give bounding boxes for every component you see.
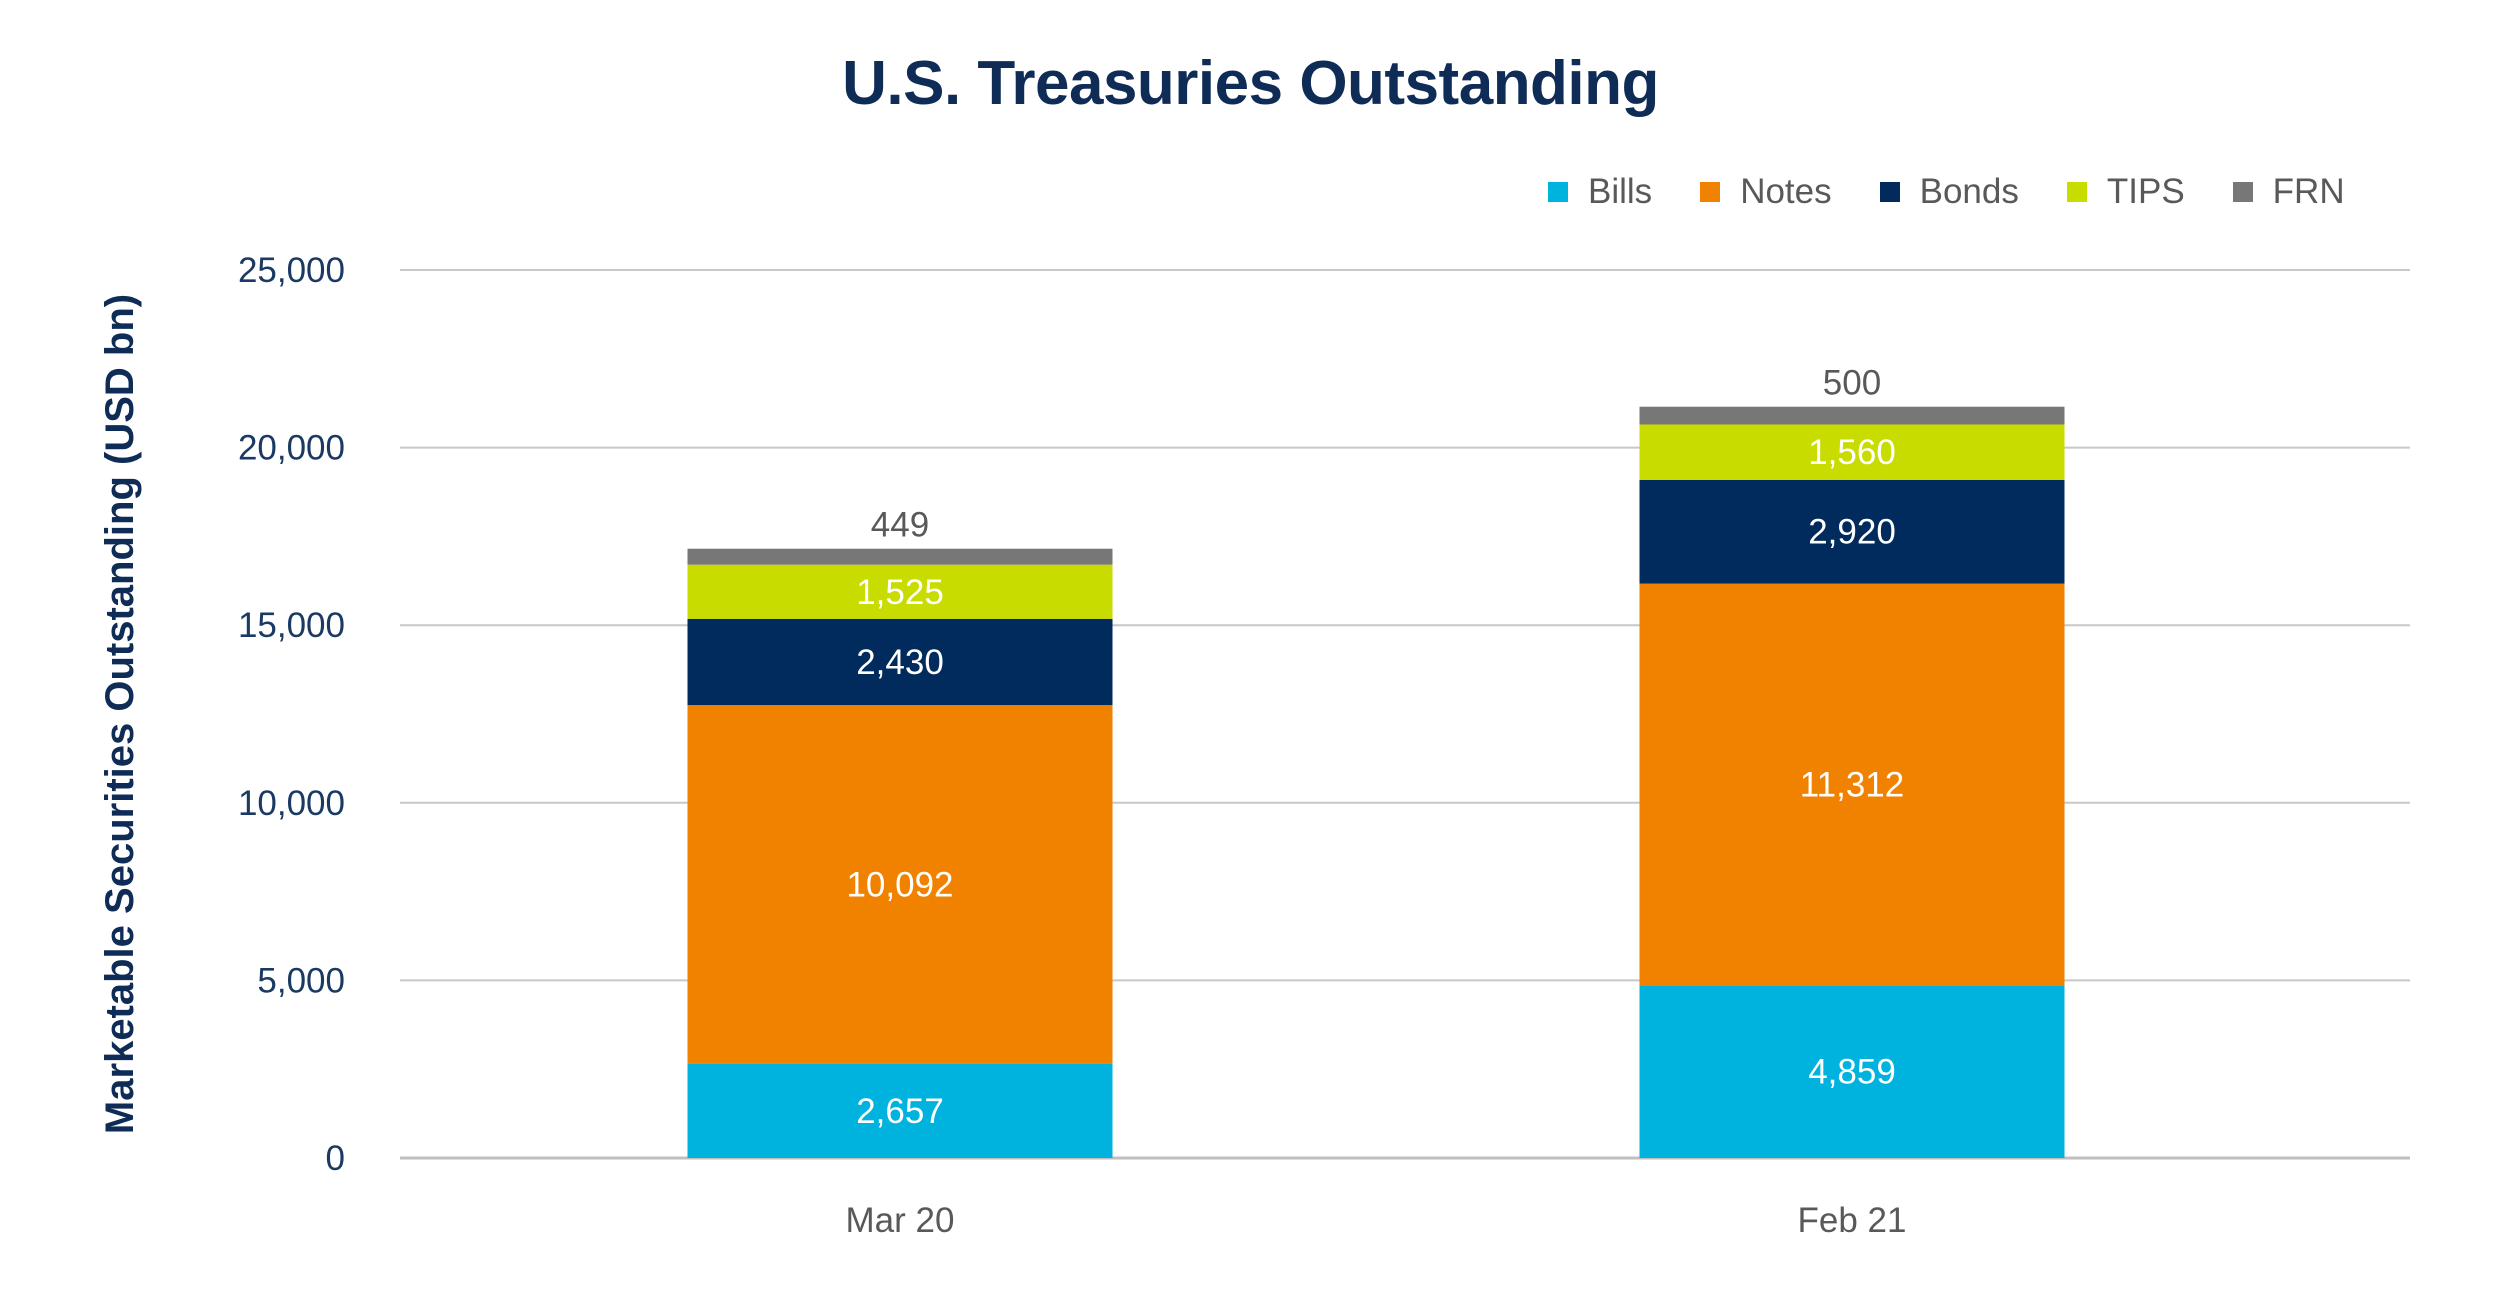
data-label: 2,657 [856, 1092, 944, 1131]
legend-swatch [2232, 182, 2253, 202]
chart-title: U.S. Treasuries Outstanding [842, 49, 1659, 118]
data-label: 1,525 [856, 573, 944, 612]
data-label: 449 [871, 506, 929, 545]
bar-segment-notes [687, 705, 1113, 1064]
bar-segment-bonds [1639, 479, 2065, 584]
legend-label: Bills [1588, 172, 1653, 211]
data-label: 2,430 [856, 643, 944, 682]
y-axis-label: Marketable Securities Outstanding (USD b… [98, 294, 142, 1134]
y-tick-label: 10,000 [238, 784, 345, 823]
bar-segment-bills [687, 1063, 1113, 1158]
legend-label: Bonds [1919, 172, 2019, 211]
legend-swatch [2066, 182, 2087, 202]
legend-swatch [1700, 182, 1721, 202]
legend-item-bills: Bills [1548, 172, 1652, 212]
y-tick-label: 20,000 [238, 429, 345, 468]
legend-item-bonds: Bonds [1879, 172, 2019, 212]
y-tick-label: 0 [326, 1139, 345, 1178]
bar-segment-bonds [687, 618, 1113, 706]
legend-swatch [1879, 182, 1900, 202]
bar-segment-frn [687, 548, 1113, 565]
bar-segment-notes [1639, 583, 2065, 986]
y-tick-label: 25,000 [238, 251, 345, 290]
data-label: 500 [1823, 364, 1881, 403]
legend-label: Notes [1740, 172, 1832, 211]
x-tick-label: Mar 20 [846, 1201, 955, 1240]
data-label: 2,920 [1808, 513, 1896, 552]
legend-label: TIPS [2106, 172, 2185, 211]
bar-segment-tips [1639, 424, 2065, 480]
data-label: 10,092 [846, 865, 953, 904]
data-label: 1,560 [1808, 433, 1896, 472]
y-tick-label: 15,000 [238, 606, 345, 645]
x-tick-label: Feb 21 [1798, 1201, 1907, 1240]
legend-swatch [1548, 182, 1568, 202]
legend-item-tips: TIPS [2066, 172, 2185, 212]
y-tick-label: 5,000 [257, 961, 345, 1000]
bar-segment-frn [1639, 406, 2065, 425]
legend: Bills Notes Bonds TIPS FRN [1548, 170, 2393, 214]
legend-label: FRN [2272, 172, 2345, 211]
bar-segment-tips [687, 564, 1113, 619]
data-label: 4,859 [1808, 1053, 1896, 1092]
legend-item-frn: FRN [2232, 172, 2345, 212]
legend-item-notes: Notes [1700, 172, 1832, 212]
bar-segment-bills [1639, 985, 2065, 1158]
data-label: 11,312 [1800, 766, 1904, 805]
